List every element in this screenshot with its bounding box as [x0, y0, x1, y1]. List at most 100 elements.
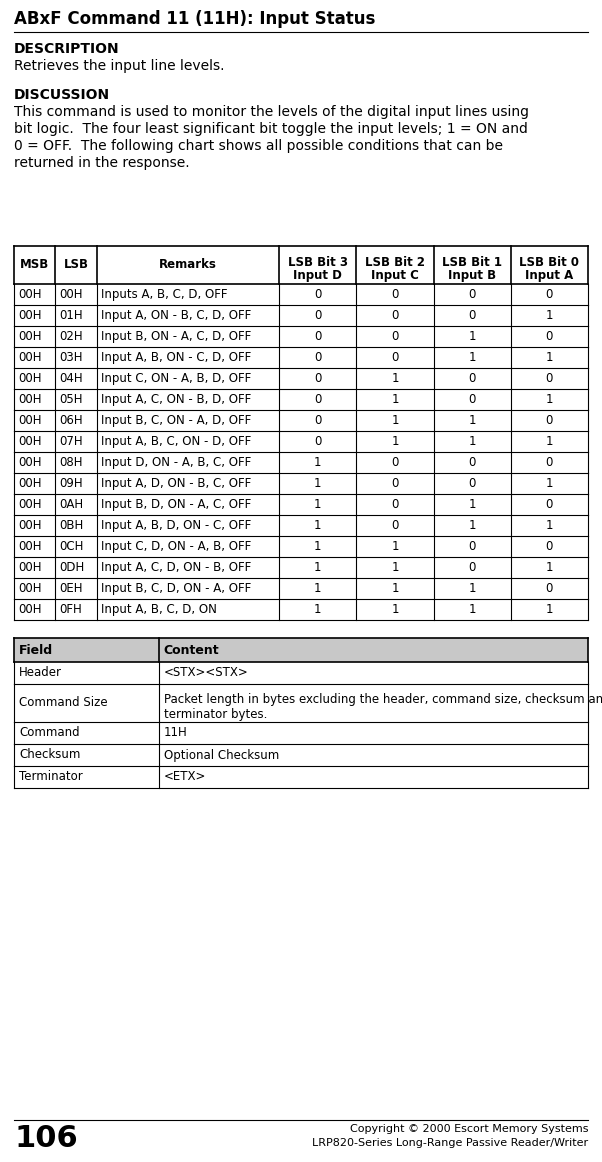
Text: 106: 106 — [14, 1124, 78, 1153]
Text: 0CH: 0CH — [60, 540, 84, 553]
Text: Optional Checksum: Optional Checksum — [164, 748, 279, 761]
Text: 0: 0 — [468, 309, 476, 322]
Text: 1: 1 — [314, 603, 321, 616]
Text: Input B: Input B — [448, 268, 496, 282]
Text: Terminator: Terminator — [19, 770, 82, 783]
Text: 0: 0 — [545, 456, 553, 469]
Bar — [14, 638, 588, 662]
Text: Input A, B, D, ON - C, OFF: Input A, B, D, ON - C, OFF — [101, 519, 251, 532]
Text: 1: 1 — [314, 498, 321, 511]
Text: 0: 0 — [391, 309, 399, 322]
Text: Input C, D, ON - A, B, OFF: Input C, D, ON - A, B, OFF — [101, 540, 251, 553]
Text: 1: 1 — [545, 393, 553, 406]
Text: terminator bytes.: terminator bytes. — [164, 708, 267, 720]
Text: 0: 0 — [314, 414, 321, 426]
Text: 00H: 00H — [18, 540, 42, 553]
Text: Command: Command — [19, 726, 79, 739]
Text: 1: 1 — [468, 498, 476, 511]
Text: 0: 0 — [545, 372, 553, 385]
Text: Input C: Input C — [371, 268, 419, 282]
Text: 00H: 00H — [18, 330, 42, 343]
Text: Input B, C, D, ON - A, OFF: Input B, C, D, ON - A, OFF — [101, 582, 251, 595]
Text: 0: 0 — [468, 288, 476, 301]
Text: 0: 0 — [314, 393, 321, 406]
Text: 0: 0 — [391, 476, 399, 490]
Text: 0: 0 — [391, 456, 399, 469]
Text: 00H: 00H — [18, 393, 42, 406]
Text: Checksum: Checksum — [19, 748, 81, 761]
Text: 1: 1 — [314, 519, 321, 532]
Text: 0: 0 — [391, 288, 399, 301]
Text: Input A, C, ON - B, D, OFF: Input A, C, ON - B, D, OFF — [101, 393, 251, 406]
Text: 03H: 03H — [60, 351, 83, 364]
Text: 0: 0 — [545, 498, 553, 511]
Text: Inputs A, B, C, D, OFF: Inputs A, B, C, D, OFF — [101, 288, 227, 301]
Text: Input A, D, ON - B, C, OFF: Input A, D, ON - B, C, OFF — [101, 476, 251, 490]
Text: Input B, ON - A, C, D, OFF: Input B, ON - A, C, D, OFF — [101, 330, 251, 343]
Text: 0: 0 — [468, 540, 476, 553]
Text: LRP820-Series Long-Range Passive Reader/Writer: LRP820-Series Long-Range Passive Reader/… — [312, 1138, 588, 1148]
Text: 0: 0 — [314, 288, 321, 301]
Text: 1: 1 — [545, 351, 553, 364]
Text: Input A, C, D, ON - B, OFF: Input A, C, D, ON - B, OFF — [101, 561, 251, 574]
Text: 1: 1 — [391, 435, 399, 449]
Text: Input C, ON - A, B, D, OFF: Input C, ON - A, B, D, OFF — [101, 372, 251, 385]
Text: MSB: MSB — [20, 258, 49, 272]
Text: Input D, ON - A, B, C, OFF: Input D, ON - A, B, C, OFF — [101, 456, 251, 469]
Text: 0 = OFF.  The following chart shows all possible conditions that can be: 0 = OFF. The following chart shows all p… — [14, 139, 503, 153]
Text: DESCRIPTION: DESCRIPTION — [14, 42, 120, 56]
Text: 1: 1 — [314, 561, 321, 574]
Text: 0: 0 — [391, 330, 399, 343]
Text: bit logic.  The four least significant bit toggle the input levels; 1 = ON and: bit logic. The four least significant bi… — [14, 122, 528, 136]
Text: 00H: 00H — [18, 288, 42, 301]
Text: 00H: 00H — [18, 561, 42, 574]
Text: 1: 1 — [391, 582, 399, 595]
Text: 00H: 00H — [18, 603, 42, 616]
Text: 1: 1 — [468, 435, 476, 449]
Text: 0: 0 — [314, 309, 321, 322]
Text: 1: 1 — [391, 561, 399, 574]
Text: 06H: 06H — [60, 414, 83, 426]
Text: 0: 0 — [545, 540, 553, 553]
Text: Input A: Input A — [526, 268, 574, 282]
Text: 00H: 00H — [18, 372, 42, 385]
Text: 0: 0 — [391, 498, 399, 511]
Text: 1: 1 — [545, 476, 553, 490]
Text: 1: 1 — [545, 519, 553, 532]
Text: 04H: 04H — [60, 372, 83, 385]
Text: 00H: 00H — [18, 476, 42, 490]
Text: 0: 0 — [314, 435, 321, 449]
Text: 0: 0 — [391, 351, 399, 364]
Text: 1: 1 — [545, 309, 553, 322]
Text: LSB Bit 2: LSB Bit 2 — [365, 256, 425, 268]
Text: 1: 1 — [545, 435, 553, 449]
Text: Input A, ON - B, C, D, OFF: Input A, ON - B, C, D, OFF — [101, 309, 251, 322]
Text: Input D: Input D — [293, 268, 342, 282]
Text: 00H: 00H — [18, 309, 42, 322]
Text: LSB Bit 0: LSB Bit 0 — [520, 256, 579, 268]
Text: Command Size: Command Size — [19, 696, 108, 710]
Text: 0: 0 — [468, 561, 476, 574]
Text: Packet length in bytes excluding the header, command size, checksum and: Packet length in bytes excluding the hea… — [164, 693, 602, 706]
Text: 02H: 02H — [60, 330, 83, 343]
Text: Field: Field — [19, 644, 53, 657]
Text: ABxF Command 11 (11H): Input Status: ABxF Command 11 (11H): Input Status — [14, 10, 376, 28]
Text: 0: 0 — [545, 582, 553, 595]
Text: Input B, D, ON - A, C, OFF: Input B, D, ON - A, C, OFF — [101, 498, 251, 511]
Text: 0EH: 0EH — [60, 582, 83, 595]
Text: 0: 0 — [468, 456, 476, 469]
Text: 1: 1 — [468, 330, 476, 343]
Text: 1: 1 — [468, 603, 476, 616]
Text: 0: 0 — [545, 414, 553, 426]
Text: 1: 1 — [391, 372, 399, 385]
Text: 00H: 00H — [18, 519, 42, 532]
Text: 00H: 00H — [18, 456, 42, 469]
Text: Copyright © 2000 Escort Memory Systems: Copyright © 2000 Escort Memory Systems — [350, 1124, 588, 1134]
Text: Retrieves the input line levels.: Retrieves the input line levels. — [14, 59, 225, 73]
Text: 0DH: 0DH — [60, 561, 84, 574]
Text: 0: 0 — [545, 330, 553, 343]
Text: Input A, B, C, D, ON: Input A, B, C, D, ON — [101, 603, 217, 616]
Text: 1: 1 — [545, 603, 553, 616]
Text: DISCUSSION: DISCUSSION — [14, 88, 110, 102]
Text: 0: 0 — [468, 372, 476, 385]
